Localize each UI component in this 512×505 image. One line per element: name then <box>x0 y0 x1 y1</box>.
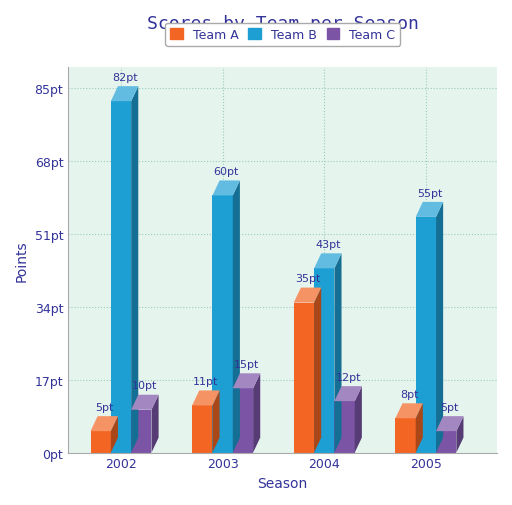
Text: 55pt: 55pt <box>417 188 442 198</box>
Text: 8pt: 8pt <box>400 389 418 399</box>
Polygon shape <box>334 254 342 452</box>
Text: 5pt: 5pt <box>95 402 114 412</box>
Legend: Team A, Team B, Team C: Team A, Team B, Team C <box>165 24 400 47</box>
Text: 12pt: 12pt <box>335 372 361 382</box>
Text: 11pt: 11pt <box>193 376 219 386</box>
Polygon shape <box>212 181 240 196</box>
Polygon shape <box>334 386 362 401</box>
Polygon shape <box>436 416 463 431</box>
Y-axis label: Points: Points <box>15 239 29 281</box>
Polygon shape <box>131 87 138 452</box>
Bar <box>212 196 233 452</box>
Polygon shape <box>416 203 443 218</box>
Polygon shape <box>416 403 423 452</box>
Bar <box>334 401 355 452</box>
Text: 60pt: 60pt <box>214 167 239 177</box>
Bar <box>131 410 152 452</box>
Bar <box>91 431 111 452</box>
Polygon shape <box>253 374 260 452</box>
Polygon shape <box>314 254 342 269</box>
Polygon shape <box>111 87 138 102</box>
Polygon shape <box>111 416 118 452</box>
Polygon shape <box>233 374 260 388</box>
Polygon shape <box>212 391 220 452</box>
Polygon shape <box>314 288 321 452</box>
Polygon shape <box>233 181 240 452</box>
Bar <box>416 218 436 452</box>
Polygon shape <box>395 403 423 419</box>
Text: 35pt: 35pt <box>295 274 320 284</box>
Bar <box>294 303 314 452</box>
Bar <box>233 388 253 452</box>
Bar <box>395 419 416 452</box>
X-axis label: Season: Season <box>258 476 308 490</box>
Polygon shape <box>436 203 443 452</box>
Polygon shape <box>456 416 463 452</box>
Bar <box>314 269 334 452</box>
Text: 5pt: 5pt <box>440 402 459 412</box>
Bar <box>111 102 131 452</box>
Text: 15pt: 15pt <box>234 359 259 369</box>
Text: 43pt: 43pt <box>315 239 340 249</box>
Polygon shape <box>355 386 362 452</box>
Text: 82pt: 82pt <box>112 73 137 83</box>
Polygon shape <box>192 391 220 406</box>
Text: 10pt: 10pt <box>132 381 158 391</box>
Polygon shape <box>294 288 321 303</box>
Polygon shape <box>152 395 159 452</box>
Bar <box>436 431 456 452</box>
Polygon shape <box>131 395 159 410</box>
Polygon shape <box>91 416 118 431</box>
Title: Scores by Team per Season: Scores by Team per Season <box>146 15 418 33</box>
Bar <box>192 406 212 452</box>
